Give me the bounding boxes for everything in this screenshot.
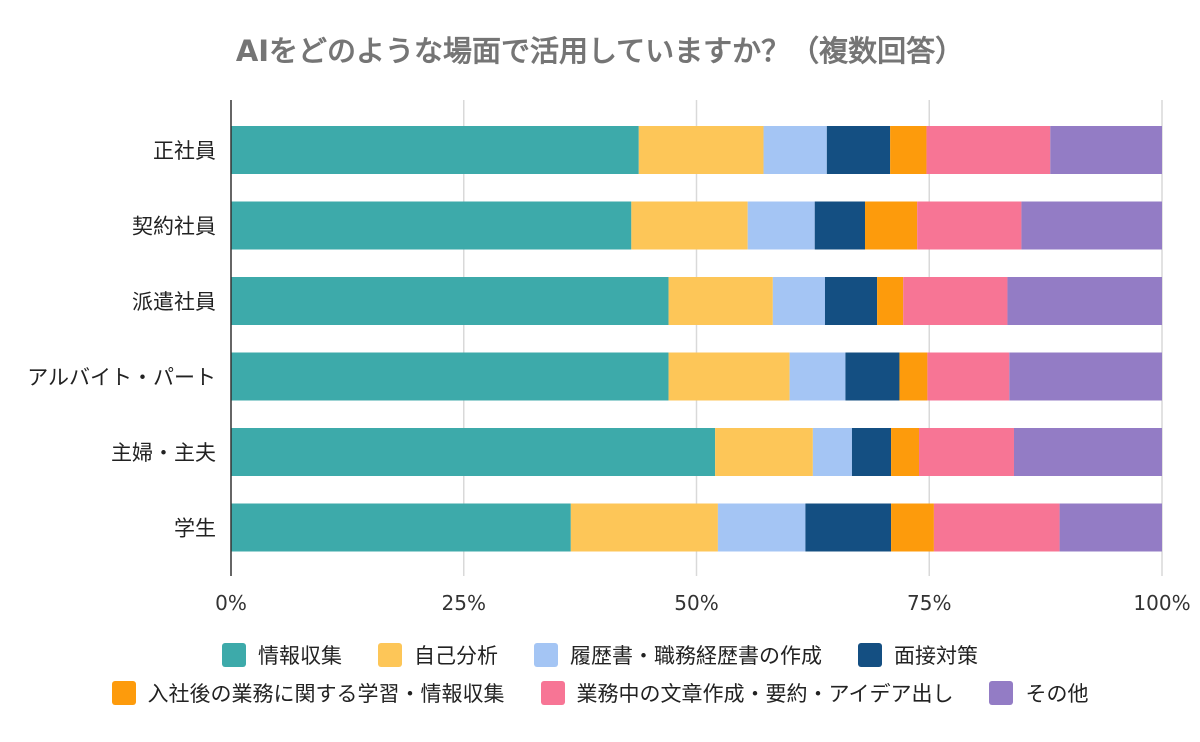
bar-segment bbox=[890, 126, 927, 174]
bar-segment bbox=[231, 201, 632, 250]
bar-segment bbox=[805, 503, 892, 552]
bars bbox=[231, 126, 1162, 552]
category-label: 派遣社員 bbox=[132, 290, 216, 314]
bar-segment bbox=[668, 352, 790, 401]
category-label: 契約社員 bbox=[132, 215, 216, 239]
bar-segment bbox=[919, 428, 1014, 476]
bar-segment bbox=[933, 503, 1060, 552]
bar-segment bbox=[1009, 352, 1162, 401]
legend-label: 面接対策 bbox=[894, 644, 978, 668]
legend-swatch bbox=[540, 681, 565, 705]
bar-segment bbox=[865, 201, 918, 250]
legend-item: 履歴書・職務経歴書の作成 bbox=[534, 640, 822, 670]
legend-item: 面接対策 bbox=[858, 640, 978, 670]
bar-segment bbox=[917, 201, 1022, 250]
bar-segment bbox=[747, 201, 815, 250]
labels: 0% 25% 50% 75% 100% 正社員契約社員派遣社員アルバイト・パート主婦・主夫… bbox=[27, 139, 1190, 615]
bar-segment bbox=[851, 428, 892, 476]
bar-segment bbox=[926, 126, 1051, 174]
bar-segment bbox=[1013, 428, 1162, 476]
category-label: 学生 bbox=[174, 517, 216, 541]
legend-swatch bbox=[378, 643, 402, 667]
legend-item: 自己分析 bbox=[378, 640, 498, 670]
bar-segment bbox=[231, 428, 716, 476]
category-label: アルバイト・パート bbox=[27, 366, 216, 390]
bar-segment bbox=[631, 201, 748, 250]
bar-segment bbox=[231, 277, 669, 325]
legend-label: 履歴書・職務経歴書の作成 bbox=[570, 644, 822, 668]
legend-swatch bbox=[989, 681, 1014, 705]
legend-row-1: 情報収集 自己分析 履歴書・職務経歴書の作成 面接対策 bbox=[0, 640, 1200, 670]
legend-label: 入社後の業務に関する学習・情報収集 bbox=[147, 682, 505, 706]
legend-item: 業務中の文章作成・要約・アイデア出し bbox=[540, 678, 954, 708]
category-label: 主婦・主夫 bbox=[111, 441, 216, 465]
bar-segment bbox=[789, 352, 846, 401]
bar-segment bbox=[891, 503, 934, 552]
category-label: 正社員 bbox=[153, 139, 216, 163]
bar-segment bbox=[668, 277, 773, 325]
x-tick-label: 0% bbox=[215, 591, 247, 615]
legend-swatch bbox=[534, 643, 558, 667]
bar-segment bbox=[570, 503, 718, 552]
x-tick-label: 75% bbox=[907, 591, 951, 615]
legend-swatch bbox=[111, 681, 136, 705]
bar-segment bbox=[812, 428, 852, 476]
bar-segment bbox=[1050, 126, 1162, 174]
bar-segment bbox=[715, 428, 813, 476]
bar-segment bbox=[903, 277, 1008, 325]
bar-segment bbox=[772, 277, 825, 325]
legend-swatch bbox=[858, 643, 882, 667]
bar-segment bbox=[927, 352, 1010, 401]
legend-item: 入社後の業務に関する学習・情報収集 bbox=[111, 678, 505, 708]
bar-segment bbox=[763, 126, 827, 174]
bar-segment bbox=[231, 352, 669, 401]
bar-segment bbox=[891, 428, 920, 476]
bar-segment bbox=[824, 277, 878, 325]
bar-segment bbox=[814, 201, 866, 250]
bar-segment bbox=[717, 503, 806, 552]
bar-segment bbox=[638, 126, 764, 174]
bar-segment bbox=[1059, 503, 1162, 552]
legend-row-2: 入社後の業務に関する学習・情報収集 業務中の文章作成・要約・アイデア出し その他 bbox=[0, 678, 1200, 708]
bar-segment bbox=[899, 352, 928, 401]
legend-swatch bbox=[222, 643, 246, 667]
legend-label: その他 bbox=[1025, 682, 1089, 706]
bar-segment bbox=[1007, 277, 1162, 325]
bar-segment bbox=[826, 126, 891, 174]
legend-label: 業務中の文章作成・要約・アイデア出し bbox=[576, 682, 954, 706]
gridlines bbox=[463, 100, 1163, 576]
legend-item: 情報収集 bbox=[222, 640, 342, 670]
legend-label: 情報収集 bbox=[258, 644, 342, 668]
bar-segment bbox=[1021, 201, 1162, 250]
legend-label: 自己分析 bbox=[414, 644, 498, 668]
bar-segment bbox=[231, 126, 639, 174]
x-tick-label: 50% bbox=[674, 591, 718, 615]
legend-item: その他 bbox=[989, 678, 1088, 708]
bar-segment bbox=[231, 503, 571, 552]
chart-title: AIをどのような場面で活用していますか？（複数回答） bbox=[235, 34, 965, 68]
bar-segment bbox=[877, 277, 904, 325]
x-tick-label: 25% bbox=[442, 591, 486, 615]
x-tick-label: 100% bbox=[1133, 591, 1190, 615]
bar-segment bbox=[845, 352, 900, 401]
